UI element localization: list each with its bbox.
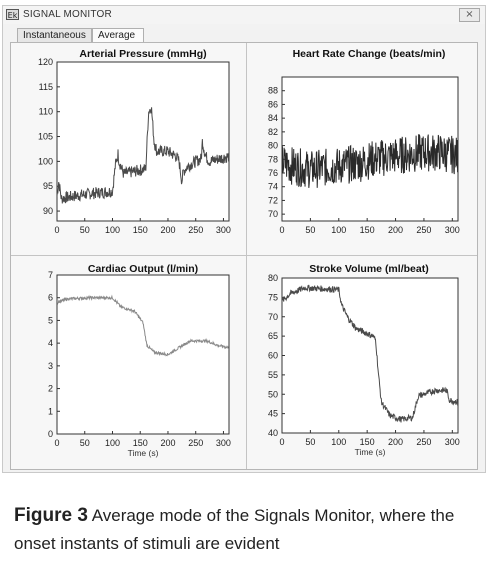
y-tick-label: 88 [268, 86, 278, 96]
y-tick-label: 76 [268, 168, 278, 178]
stroke-volume-ml-beat-plot-area [281, 277, 459, 434]
heart-rate-change-beats-min-series-line [282, 134, 458, 188]
x-tick-label: 200 [388, 225, 403, 235]
stroke-volume-ml-beat-chart: Stroke Volume (ml/beat) 40 45 50 55 60 65 70 75 8… [268, 263, 460, 457]
window-title: SIGNAL MONITOR [23, 9, 112, 20]
arterial-pressure-mmhg-chart: Arterial Pressure (mmHg) 90 95 100 105 110 115… [38, 48, 231, 235]
y-tick-label: 120 [38, 57, 53, 67]
x-tick-label: 50 [305, 437, 315, 447]
close-button[interactable]: × [459, 8, 480, 22]
x-tick-label: 300 [445, 225, 460, 235]
x-tick-label: 100 [105, 438, 120, 448]
x-tick-label: 150 [360, 437, 375, 447]
y-tick-label: 80 [268, 273, 278, 283]
y-tick-label: 78 [268, 154, 278, 164]
x-tick-label: 300 [216, 438, 231, 448]
arterial-pressure-mmhg-title: Arterial Pressure (mmHg) [79, 48, 206, 60]
y-tick-label: 105 [38, 132, 53, 142]
figure-caption-text: Average mode of the Signals Monitor, whe… [14, 506, 455, 553]
arterial-pressure-mmhg-plot-area [56, 61, 230, 222]
x-tick-label: 50 [305, 225, 315, 235]
y-tick-label: 115 [39, 82, 53, 92]
panel-divider-horizontal [11, 255, 477, 256]
y-tick-label: 2 [48, 384, 53, 394]
y-tick-label: 55 [268, 370, 278, 380]
y-tick-label: 90 [43, 206, 53, 216]
y-tick-label: 80 [268, 141, 278, 151]
figure-label: Figure 3 [14, 505, 88, 526]
x-tick-label: 250 [416, 225, 431, 235]
app-icon: Ek [6, 9, 19, 20]
y-tick-label: 84 [268, 113, 278, 123]
stroke-volume-ml-beat-x-axis-label: Time (s) [355, 447, 386, 457]
stroke-volume-ml-beat-title: Stroke Volume (ml/beat) [309, 263, 428, 275]
y-tick-label: 60 [268, 351, 278, 361]
x-tick-label: 150 [133, 225, 148, 235]
y-tick-label: 70 [268, 312, 278, 322]
stroke-volume-ml-beat-series-line [282, 284, 458, 423]
x-tick-label: 200 [160, 225, 175, 235]
y-tick-label: 70 [268, 209, 278, 219]
x-tick-label: 100 [105, 225, 120, 235]
y-tick-label: 4 [48, 338, 53, 348]
cardiac-output-l-min-plot-area [56, 274, 230, 435]
x-tick-label: 200 [388, 437, 403, 447]
y-tick-label: 40 [268, 428, 278, 438]
y-tick-label: 5 [48, 315, 53, 325]
x-tick-label: 200 [160, 438, 175, 448]
x-tick-label: 100 [331, 437, 346, 447]
y-tick-label: 75 [268, 292, 278, 302]
x-tick-label: 50 [80, 438, 90, 448]
title-bar: Ek SIGNAL MONITOR × [3, 6, 485, 24]
x-tick-label: 150 [133, 438, 148, 448]
tab-instantaneous[interactable]: Instantaneous [17, 28, 92, 43]
x-tick-label: 300 [445, 437, 460, 447]
y-tick-label: 1 [48, 406, 53, 416]
y-tick-label: 74 [268, 182, 278, 192]
y-tick-label: 95 [43, 181, 53, 191]
x-tick-label: 0 [279, 225, 284, 235]
x-tick-label: 250 [188, 225, 203, 235]
x-tick-label: 0 [279, 437, 284, 447]
cardiac-output-l-min-chart: Cardiac Output (l/min) 0 1 2 3 4 5 6 7 0 50 100 150 2… [48, 263, 231, 458]
arterial-pressure-mmhg-series-line [57, 107, 229, 204]
figure-caption: Figure 3 Average mode of the Signals Mon… [14, 502, 484, 558]
y-tick-label: 110 [39, 107, 53, 117]
y-tick-label: 6 [48, 293, 53, 303]
y-tick-label: 82 [268, 127, 278, 137]
y-tick-label: 7 [48, 270, 53, 280]
x-tick-label: 300 [216, 225, 231, 235]
cardiac-output-l-min-title: Cardiac Output (l/min) [88, 263, 198, 275]
x-tick-label: 250 [416, 437, 431, 447]
x-tick-label: 0 [54, 438, 59, 448]
x-tick-label: 50 [80, 225, 90, 235]
x-tick-label: 250 [188, 438, 203, 448]
y-tick-label: 3 [48, 361, 53, 371]
y-tick-label: 100 [38, 156, 53, 166]
heart-rate-change-beats-min-title: Heart Rate Change (beats/min) [293, 48, 446, 60]
x-tick-label: 100 [331, 225, 346, 235]
cardiac-output-l-min-x-axis-label: Time (s) [128, 448, 159, 458]
x-tick-label: 150 [360, 225, 375, 235]
tab-average[interactable]: Average [92, 28, 144, 43]
y-tick-label: 72 [268, 195, 278, 205]
y-tick-label: 45 [268, 409, 278, 419]
cardiac-output-l-min-series-line [57, 294, 229, 357]
heart-rate-change-beats-min-chart: Heart Rate Change (beats/min) 70 72 74 76 78 8… [268, 48, 460, 235]
y-tick-label: 50 [268, 389, 278, 399]
panel-divider-vertical [246, 43, 247, 469]
x-tick-label: 0 [54, 225, 59, 235]
y-tick-label: 86 [268, 99, 278, 109]
y-tick-label: 0 [48, 429, 53, 439]
y-tick-label: 65 [268, 331, 278, 341]
